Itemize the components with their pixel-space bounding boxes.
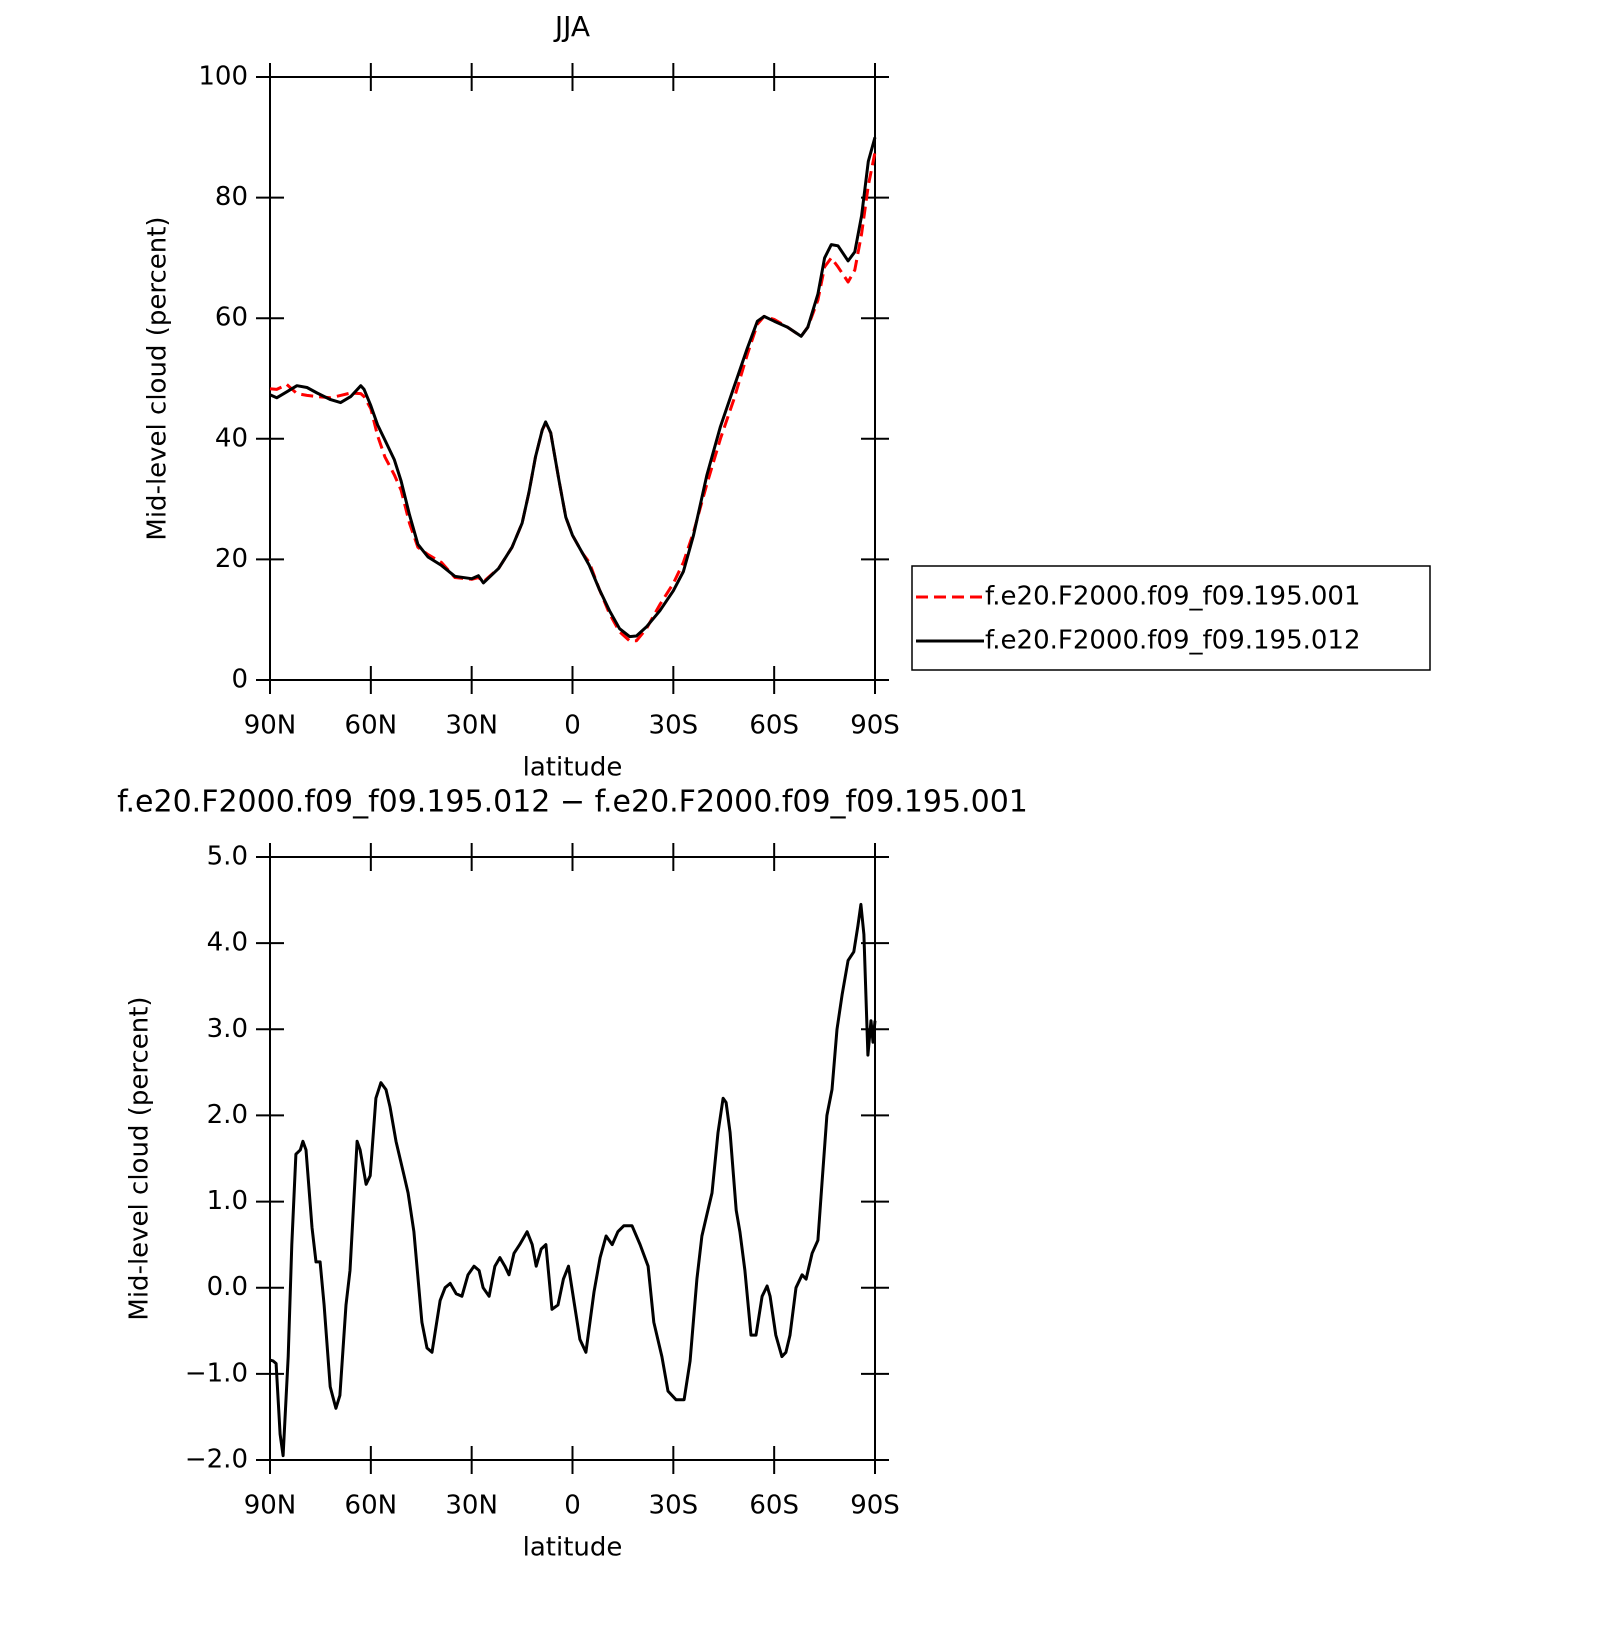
x-tick-label: 30N [445, 1491, 498, 1521]
x-tick-label: 90S [850, 1491, 900, 1521]
y-tick-label: 1.0 [207, 1186, 248, 1216]
x-tick-label: 60N [345, 1491, 398, 1521]
x-axis-label: latitude [523, 1533, 623, 1563]
y-tick-label: 0 [231, 665, 248, 695]
legend-label: f.e20.F2000.f09_f09.195.001 [985, 582, 1361, 612]
x-axis-label: latitude [523, 753, 623, 783]
y-axis-label: Mid-level cloud (percent) [125, 996, 155, 1320]
y-tick-label: 0.0 [207, 1272, 248, 1302]
chart-title: f.e20.F2000.f09_f09.195.012 − f.e20.F200… [117, 785, 1028, 820]
legend-label: f.e20.F2000.f09_f09.195.012 [985, 626, 1361, 656]
x-tick-label: 0 [564, 711, 581, 741]
x-tick-label: 90S [850, 711, 900, 741]
y-tick-label: 4.0 [207, 928, 248, 958]
y-tick-label: 80 [215, 182, 248, 212]
data-line [269, 902, 877, 1458]
legend-box [911, 565, 1431, 671]
plot-frame [269, 76, 876, 681]
y-tick-label: 100 [198, 62, 248, 92]
chart-title: JJA [553, 10, 590, 43]
x-tick-label: 90N [244, 711, 297, 741]
x-tick-label: 90N [244, 1491, 297, 1521]
data-line [269, 152, 877, 643]
y-tick-label: 20 [215, 544, 248, 574]
y-tick-label: 2.0 [207, 1100, 248, 1130]
y-tick-label: −2.0 [185, 1445, 248, 1475]
x-tick-label: 60S [749, 711, 799, 741]
x-tick-label: 30S [649, 711, 699, 741]
x-tick-label: 60N [345, 711, 398, 741]
y-tick-label: 5.0 [207, 842, 248, 872]
y-tick-label: 60 [215, 303, 248, 333]
y-axis-label: Mid-level cloud (percent) [143, 216, 173, 540]
x-tick-label: 30N [445, 711, 498, 741]
y-tick-label: 3.0 [207, 1014, 248, 1044]
x-tick-label: 30S [649, 1491, 699, 1521]
data-line [269, 136, 877, 639]
y-tick-label: −1.0 [185, 1358, 248, 1388]
y-tick-label: 40 [215, 423, 248, 453]
x-tick-label: 60S [749, 1491, 799, 1521]
x-tick-label: 0 [564, 1491, 581, 1521]
